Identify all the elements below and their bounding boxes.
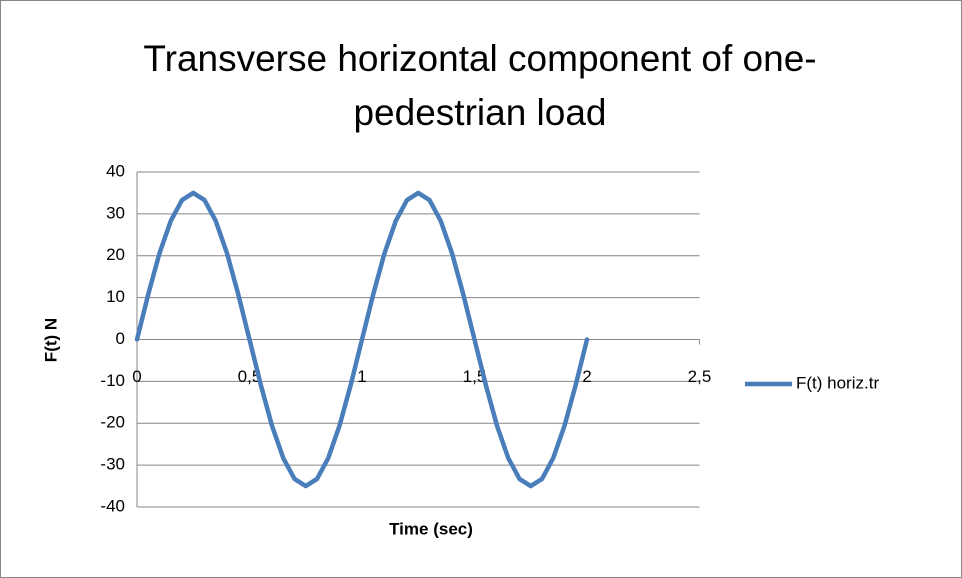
- y-axis-label: F(t) N: [41, 318, 60, 362]
- y-tick-label: 40: [106, 161, 125, 180]
- x-tick-label: 2,5: [688, 367, 712, 386]
- y-tick-label: 0: [116, 329, 125, 348]
- y-tick-label: 30: [106, 203, 125, 222]
- legend-label: F(t) horiz.tr: [796, 373, 879, 392]
- chart-title: Transverse horizontal component of one-p…: [143, 38, 817, 133]
- data-line: [134, 190, 590, 489]
- x-tick-label: 2: [582, 367, 591, 386]
- y-tick-label: -10: [100, 371, 125, 390]
- y-tick-label: -30: [100, 455, 125, 474]
- y-tick-label: -20: [100, 413, 125, 432]
- y-tick-label: 20: [106, 245, 125, 264]
- x-tick-label: 0: [132, 367, 141, 386]
- x-tick-label: 1: [357, 367, 366, 386]
- y-tick-label: 10: [106, 287, 125, 306]
- y-tick-label: -40: [100, 496, 125, 515]
- x-axis-label: Time (sec): [389, 519, 473, 538]
